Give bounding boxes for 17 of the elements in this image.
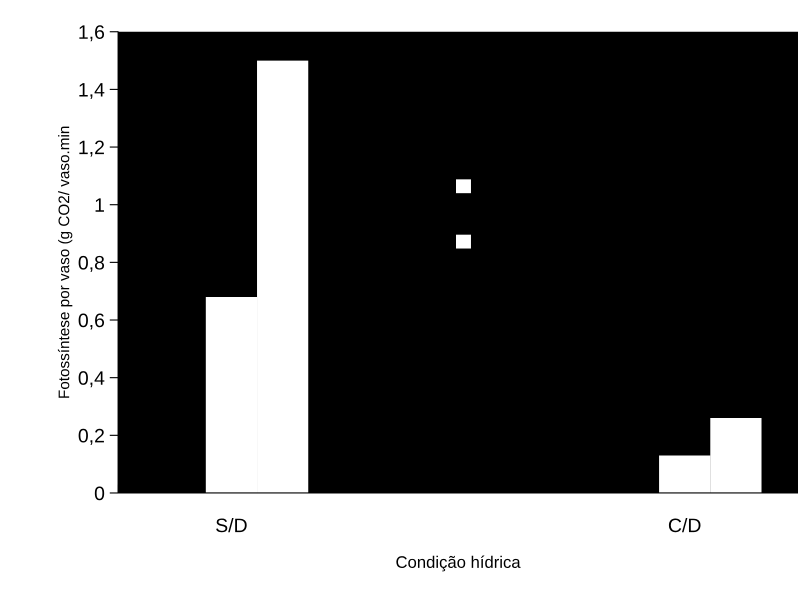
y-tick-label: 1,4 <box>79 83 104 99</box>
y-tick-label: 0,2 <box>78 428 104 445</box>
y-tick-label: 1,6 <box>79 25 104 42</box>
y-tick-label: 0,6 <box>78 313 104 330</box>
bar <box>710 418 762 493</box>
y-tick-label: 1 <box>96 198 104 212</box>
y-tick-label: 0,8 <box>78 256 104 272</box>
bar <box>257 60 308 493</box>
bar <box>206 296 258 493</box>
y-axis-title: Fotossíntese por vaso (g CO2/ vaso.min <box>58 126 72 398</box>
y-tick-label: 1,2 <box>79 140 104 157</box>
y-tick-label: 0 <box>94 486 104 500</box>
bar <box>659 456 710 493</box>
x-axis-title: Condição hídrica <box>396 556 521 572</box>
y-tick-label: 0,4 <box>78 371 104 388</box>
x-tick-label: C/D <box>668 518 700 532</box>
x-tick-label: S/D <box>216 518 247 532</box>
